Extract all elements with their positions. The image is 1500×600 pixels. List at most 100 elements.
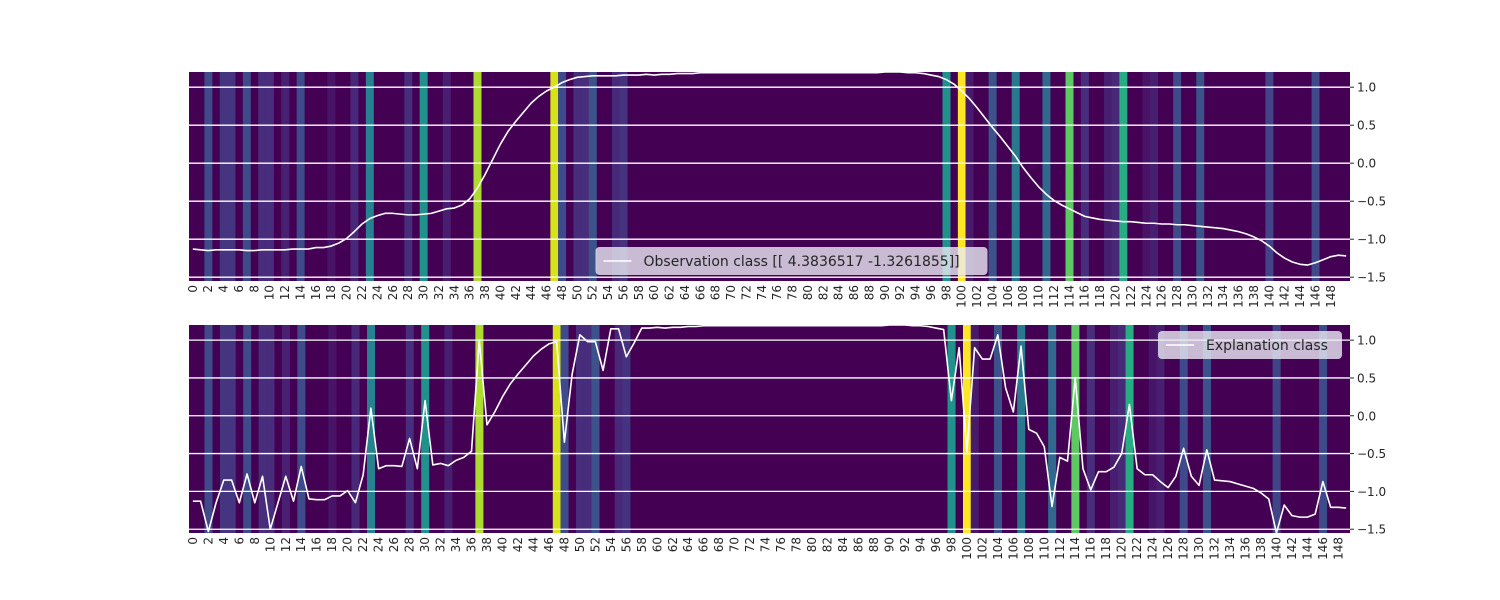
x-tick-label: 80: [805, 537, 819, 552]
x-tick-label: 42: [511, 537, 525, 552]
x-tick-label: 54: [604, 537, 618, 552]
heatmap-cell: [588, 72, 597, 281]
heatmap-cell: [367, 325, 376, 533]
x-tick-label: 38: [480, 537, 494, 552]
x-tick-label: 130: [1192, 537, 1206, 560]
x-tick-label: 54: [601, 285, 615, 300]
x-tick-label: 114: [1062, 285, 1076, 308]
x-tick-label: 76: [770, 285, 784, 300]
heatmap-cell: [1179, 325, 1188, 533]
x-tick-label: 64: [678, 285, 692, 300]
heatmap-cell: [258, 325, 267, 533]
heatmap-cell: [1156, 325, 1165, 533]
heatmap-cell: [219, 325, 228, 533]
y-tick-label: 0.5: [1357, 119, 1376, 133]
x-tick-label: 66: [693, 285, 707, 300]
x-tick-label: 112: [1053, 537, 1067, 560]
heatmap-cell: [622, 325, 631, 533]
x-tick-label: 26: [386, 285, 400, 300]
x-tick-label: 36: [465, 537, 479, 552]
heatmap-cell: [1011, 72, 1020, 281]
x-tick-label: 92: [893, 285, 907, 300]
heatmap-cell: [1142, 72, 1151, 281]
x-tick-label: 88: [867, 537, 881, 552]
x-tick-label: 40: [495, 537, 509, 552]
x-tick-label: 90: [882, 537, 896, 552]
x-tick-label: 98: [939, 285, 953, 300]
x-tick-label: 76: [774, 537, 788, 552]
x-tick-label: 58: [635, 537, 649, 552]
x-tick-label: 118: [1099, 537, 1113, 560]
x-tick-label: 8: [247, 285, 261, 293]
heatmap-cell: [365, 72, 374, 281]
legend-label: Explanation class: [1206, 338, 1328, 354]
x-tick-label: 136: [1239, 537, 1253, 560]
x-tick-label: 46: [540, 285, 554, 300]
heatmap-cell: [1150, 72, 1159, 281]
x-tick-label: 146: [1308, 285, 1322, 308]
x-tick-label: 60: [647, 285, 661, 300]
x-tick-label: 34: [447, 285, 461, 300]
x-tick-label: 72: [743, 537, 757, 552]
x-tick-label: 116: [1078, 285, 1092, 308]
heatmap-cell: [591, 325, 600, 533]
heatmap-cell: [970, 325, 979, 533]
x-tick-label: 124: [1146, 537, 1160, 560]
heatmap-cell: [442, 72, 451, 281]
x-tick-label: 100: [960, 537, 974, 560]
x-tick-label: 122: [1124, 285, 1138, 308]
legend: Explanation class: [1158, 331, 1342, 359]
heatmap-cell: [560, 325, 569, 533]
x-tick-label: 64: [681, 537, 695, 552]
x-tick-label: 68: [709, 285, 723, 300]
x-tick-label: 10: [263, 285, 277, 300]
heatmap-cell: [204, 325, 213, 533]
x-tick-label: 22: [356, 537, 370, 552]
legend-box: [1158, 331, 1342, 359]
heatmap-cell: [473, 72, 482, 281]
y-tick-label: −1.0: [1357, 233, 1386, 247]
x-tick-label: 84: [836, 537, 850, 552]
x-tick-label: 44: [526, 537, 540, 552]
x-tick-label: 82: [821, 537, 835, 552]
x-tick-label: 68: [712, 537, 726, 552]
x-tick-label: 44: [524, 285, 538, 300]
heatmap-cell: [619, 72, 628, 281]
y-tick-label: 0.5: [1357, 371, 1376, 385]
x-tick-label: 130: [1185, 285, 1199, 308]
x-tick-label: 4: [217, 285, 231, 293]
heatmap-cell: [258, 72, 267, 281]
heatmap-cell: [1311, 72, 1320, 281]
x-tick-label: 78: [790, 537, 804, 552]
x-tick-label: 126: [1161, 537, 1175, 560]
x-tick-label: 16: [309, 285, 323, 300]
heatmap-cell: [1071, 325, 1080, 533]
heatmap-cell: [1173, 72, 1182, 281]
y-tick-label: 1.0: [1357, 81, 1376, 95]
x-tick-label: 148: [1331, 537, 1345, 560]
x-tick-label: 70: [728, 537, 742, 552]
x-tick-label: 80: [801, 285, 815, 300]
x-tick-label: 32: [434, 537, 448, 552]
x-tick-label: 122: [1130, 537, 1144, 560]
x-tick-label: 58: [632, 285, 646, 300]
x-tick-label: 20: [340, 285, 354, 300]
heatmap-cell: [614, 325, 623, 533]
x-tick-label: 12: [278, 285, 292, 300]
x-tick-label: 128: [1170, 285, 1184, 308]
x-tick-label: 24: [372, 537, 386, 552]
y-tick-label: −1.5: [1357, 271, 1386, 285]
heatmap-cell: [576, 325, 585, 533]
heatmap-cell: [1117, 325, 1126, 533]
x-tick-label: 90: [878, 285, 892, 300]
x-tick-label: 96: [924, 285, 938, 300]
x-tick-label: 140: [1269, 537, 1283, 560]
heatmap-cell: [1202, 325, 1211, 533]
series-line: [192, 325, 1347, 533]
heatmap-cell: [957, 72, 966, 281]
x-tick-label: 52: [586, 285, 600, 300]
x-tick-label: 18: [324, 285, 338, 300]
x-tick-label: 146: [1316, 537, 1330, 560]
x-tick-label: 22: [355, 285, 369, 300]
heatmap-cell: [1319, 325, 1328, 533]
